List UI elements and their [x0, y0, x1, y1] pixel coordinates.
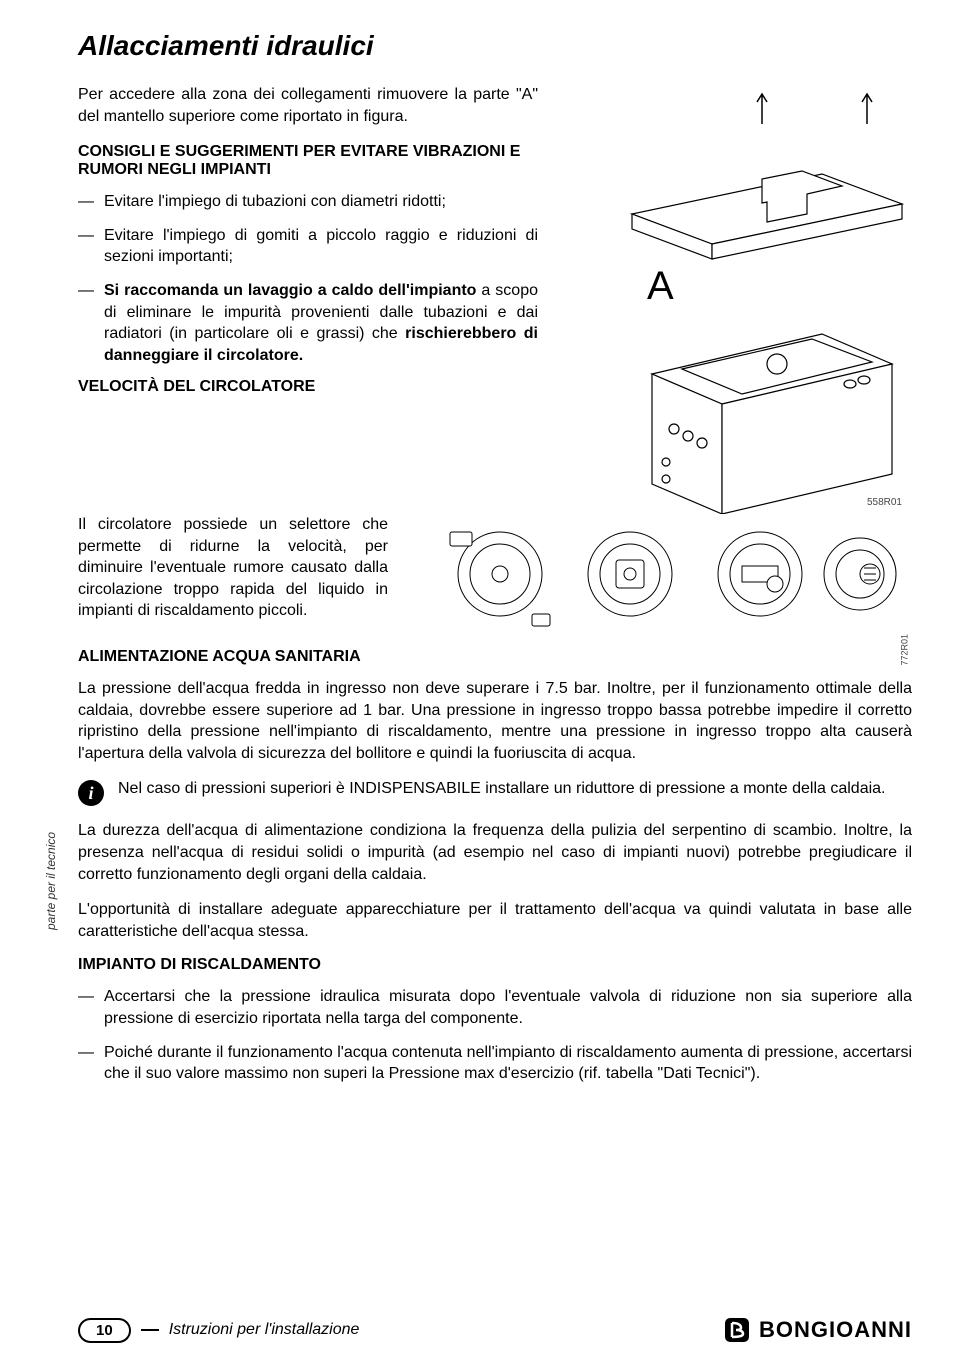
advice-list: Evitare l'impiego di tubazioni con diame… [78, 191, 538, 366]
diagram-label-a: A [647, 264, 674, 308]
brand-logo: BONGIOANNI [723, 1316, 912, 1344]
footer-title: Istruzioni per l'installazione [169, 1321, 360, 1339]
durezza-paragraph: La durezza dell'acqua di alimentazione c… [78, 820, 912, 885]
brand-name: BONGIOANNI [759, 1317, 912, 1343]
velocity-heading: VELOCITÀ DEL CIRCOLATORE [78, 378, 538, 396]
info-icon: i [78, 780, 104, 806]
info-paragraph: Nel caso di pressioni superiori è INDISP… [118, 778, 912, 806]
footer-divider [141, 1329, 159, 1331]
intro-paragraph: Per accedere alla zona dei collegamenti … [78, 84, 538, 127]
page-number: 10 [78, 1318, 131, 1343]
list-item: Accertarsi che la pressione idraulica mi… [78, 986, 912, 1029]
page-footer: 10 Istruzioni per l'installazione BONGIO… [78, 1316, 912, 1344]
list-item: Si raccomanda un lavaggio a caldo dell'i… [78, 280, 538, 366]
riscaldamento-heading: IMPIANTO DI RISCALDAMENTO [78, 956, 912, 974]
sanitaria-heading: ALIMENTAZIONE ACQUA SANITARIA [78, 648, 912, 666]
page-title: Allacciamenti idraulici [78, 30, 912, 62]
list-item: Evitare l'impiego di tubazioni con diame… [78, 191, 538, 213]
advice-heading: CONSIGLI E SUGGERIMENTI PER EVITARE VIBR… [78, 143, 538, 179]
figure-reference: 558R01 [867, 497, 902, 508]
list-item: Poiché durante il funzionamento l'acqua … [78, 1042, 912, 1085]
circolatore-diagram: 772R01 [408, 514, 912, 634]
sanitaria-paragraph: La pressione dell'acqua fredda in ingres… [78, 678, 912, 764]
riscaldamento-list: Accertarsi che la pressione idraulica mi… [78, 986, 912, 1084]
side-section-label: parte per il tecnico [44, 832, 58, 930]
circolatore-paragraph: Il circolatore possiede un selettore che… [78, 514, 388, 634]
opportunita-paragraph: L'opportunità di installare adeguate app… [78, 899, 912, 942]
exploded-diagram: A [592, 84, 912, 514]
list-item: Evitare l'impiego di gomiti a piccolo ra… [78, 225, 538, 268]
brand-icon [723, 1316, 751, 1344]
bold-span: Si raccomanda un lavaggio a caldo dell'i… [104, 282, 476, 299]
figure-reference: 772R01 [900, 634, 910, 666]
